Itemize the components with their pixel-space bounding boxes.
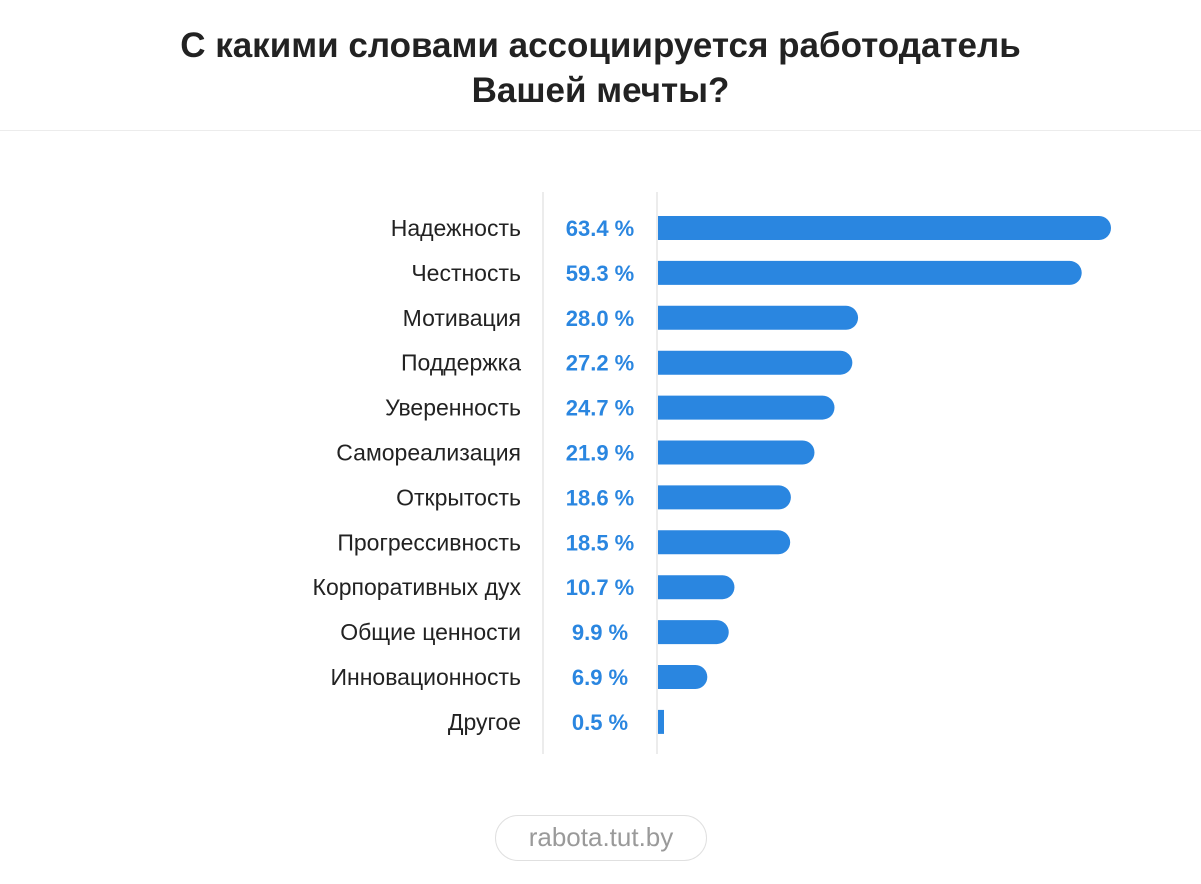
category-label: Самореализация xyxy=(336,440,521,466)
category-label: Другое xyxy=(448,709,521,735)
source-badge[interactable]: rabota.tut.by xyxy=(495,815,707,861)
value-label: 9.9 % xyxy=(572,620,628,645)
value-label: 63.4 % xyxy=(566,216,635,241)
bar xyxy=(658,395,835,420)
bar xyxy=(658,485,791,510)
bar xyxy=(658,620,729,645)
value-label: 18.6 % xyxy=(566,485,635,510)
chart-title-line-1: С какими словами ассоциируется работодат… xyxy=(180,26,1021,65)
bar xyxy=(658,305,859,330)
value-label: 28.0 % xyxy=(566,306,635,331)
category-label: Надежность xyxy=(391,215,521,241)
category-label: Инновационность xyxy=(330,664,521,690)
value-label: 24.7 % xyxy=(566,396,635,421)
chart-title-line-2: Вашей мечты? xyxy=(471,71,730,110)
category-label: Мотивация xyxy=(403,305,521,331)
value-label: 59.3 % xyxy=(566,261,635,286)
bar xyxy=(658,530,791,555)
value-label: 0.5 % xyxy=(572,710,628,735)
category-label: Прогрессивность xyxy=(337,529,521,555)
bar xyxy=(658,575,735,600)
category-label: Открытость xyxy=(396,484,521,510)
category-label: Корпоративных дух xyxy=(313,574,522,600)
bar xyxy=(658,350,853,375)
title-area: С какими словами ассоциируется работодат… xyxy=(0,0,1201,131)
category-label: Честность xyxy=(411,260,521,286)
value-label: 27.2 % xyxy=(566,351,635,376)
bar xyxy=(658,709,664,734)
category-label: Поддержка xyxy=(401,350,521,376)
category-label: Уверенность xyxy=(385,395,521,421)
bar xyxy=(658,260,1082,285)
category-label: Общие ценности xyxy=(340,619,521,645)
value-label: 10.7 % xyxy=(566,575,635,600)
value-label: 6.9 % xyxy=(572,665,628,690)
bar xyxy=(658,665,708,689)
bar xyxy=(658,440,815,465)
value-label: 21.9 % xyxy=(566,441,635,466)
bar xyxy=(658,216,1111,240)
value-label: 18.5 % xyxy=(566,530,635,555)
